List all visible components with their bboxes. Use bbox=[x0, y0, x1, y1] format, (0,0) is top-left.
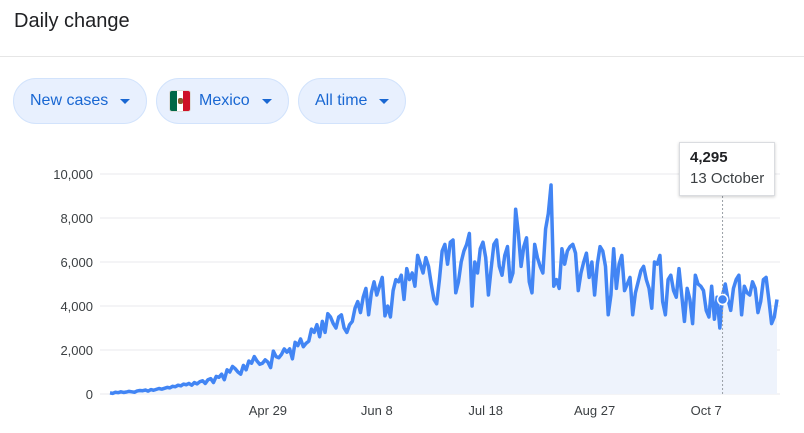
x-tick-label: Aug 27 bbox=[574, 403, 615, 418]
highlight-point[interactable] bbox=[716, 293, 729, 306]
y-tick-label: 8,000 bbox=[60, 211, 93, 226]
cases-series-line bbox=[109, 183, 779, 396]
caret-down-icon bbox=[120, 98, 131, 104]
caret-down-icon bbox=[379, 98, 390, 104]
time-range-dropdown-label: All time bbox=[315, 92, 368, 109]
y-tick-label: 4,000 bbox=[60, 299, 93, 314]
country-dropdown-label: Mexico bbox=[199, 92, 250, 109]
y-tick-label: 6,000 bbox=[60, 255, 93, 270]
tooltip-date: 13 October bbox=[690, 170, 765, 187]
metric-dropdown-label: New cases bbox=[30, 92, 109, 109]
x-axis: Apr 29 Jun 8 Jul 18 Aug 27 Oct 7 bbox=[249, 403, 722, 418]
metric-dropdown[interactable]: New cases bbox=[13, 78, 148, 124]
time-range-dropdown[interactable]: All time bbox=[298, 78, 407, 124]
mexico-flag-icon bbox=[169, 90, 191, 112]
x-tick-label: Oct 7 bbox=[691, 403, 722, 418]
y-tick-label: 0 bbox=[86, 387, 93, 402]
x-tick-label: Apr 29 bbox=[249, 403, 287, 418]
caret-down-icon bbox=[261, 98, 272, 104]
country-dropdown[interactable]: Mexico bbox=[156, 78, 289, 124]
tooltip-value: 4,295 bbox=[690, 149, 728, 166]
header-divider bbox=[0, 56, 804, 57]
data-tooltip: 4,295 13 October bbox=[679, 142, 775, 196]
y-axis: 0 2,000 4,000 6,000 8,000 10,000 bbox=[53, 167, 93, 402]
x-tick-label: Jun 8 bbox=[361, 403, 393, 418]
y-tick-label: 10,000 bbox=[53, 167, 93, 182]
y-tick-label: 2,000 bbox=[60, 343, 93, 358]
page-title: Daily change bbox=[14, 10, 130, 32]
cases-area-fill bbox=[110, 185, 777, 394]
x-tick-label: Jul 18 bbox=[468, 403, 503, 418]
